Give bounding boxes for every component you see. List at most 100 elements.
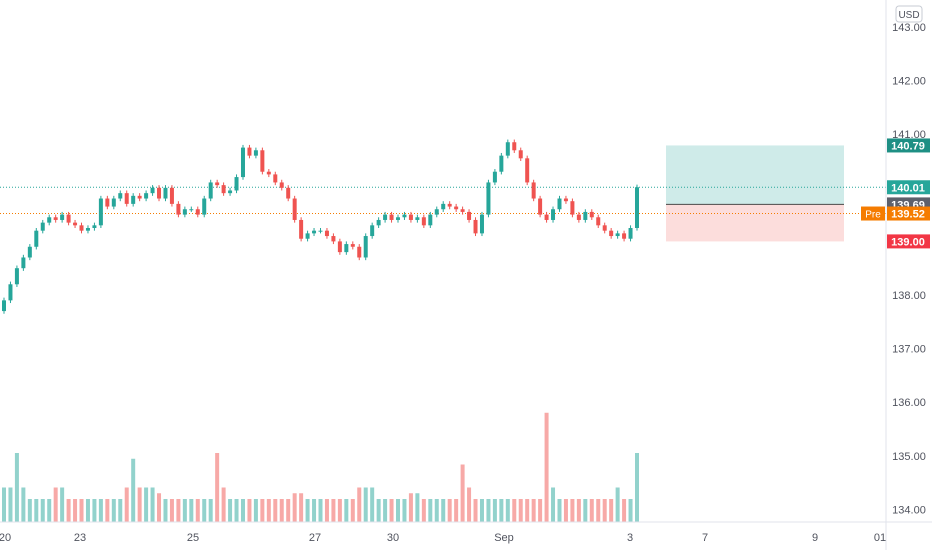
candle-body <box>602 225 607 231</box>
volume-bar <box>47 499 52 522</box>
candle-body <box>428 214 433 226</box>
candle-body <box>557 198 562 210</box>
volume-bar <box>34 499 39 522</box>
candle-body <box>324 230 329 237</box>
volume-bar <box>415 493 420 522</box>
take-profit-badge <box>887 138 930 153</box>
volume-bar <box>286 499 291 522</box>
volume-bar <box>357 487 362 522</box>
candle-body <box>518 150 523 159</box>
volume-bar <box>460 464 465 522</box>
candle-body <box>260 150 265 172</box>
x-tick-label: 9 <box>812 532 818 544</box>
candle-body <box>21 257 26 269</box>
y-tick-label: 135.00 <box>892 451 926 463</box>
volume-bar <box>292 493 297 522</box>
candle-body <box>499 155 504 172</box>
volume-bar <box>105 499 110 522</box>
candle-body <box>60 214 65 220</box>
candle-body <box>402 214 407 218</box>
volume-bar <box>208 499 213 522</box>
candle-body <box>286 187 291 199</box>
candle-body <box>2 300 6 312</box>
volume-bar <box>266 499 271 522</box>
candle-body <box>622 233 627 239</box>
stop-loss-label: 139.00 <box>891 236 925 248</box>
currency-badge[interactable]: USD <box>895 5 923 23</box>
candle-body <box>421 217 426 226</box>
volume-bar <box>454 499 459 522</box>
volume-bar <box>434 499 439 522</box>
candle-body <box>292 198 297 220</box>
volume-bar <box>182 499 187 522</box>
candle-body <box>234 177 239 191</box>
candle-body <box>253 150 258 156</box>
volume-bar <box>73 499 78 522</box>
y-tick-label: 143.00 <box>892 22 926 34</box>
volume-bar <box>428 499 433 522</box>
candle-body <box>467 211 472 220</box>
candle-body <box>551 209 556 220</box>
candle-body <box>53 217 58 220</box>
candle-body <box>544 214 549 220</box>
time-axis[interactable]: 20 23 25 27 30 Sep 3 7 9 01 <box>0 532 886 544</box>
x-tick-label: 20 <box>0 532 11 544</box>
pre-price-label: 139.52 <box>891 209 925 221</box>
volume-bar <box>408 493 413 522</box>
volume-bar <box>234 499 239 522</box>
volume-bar <box>253 499 258 522</box>
candle-body <box>228 190 233 194</box>
profit-zone[interactable] <box>666 145 844 205</box>
volume-bar <box>602 499 607 522</box>
candle-body <box>376 219 381 226</box>
volume-bar <box>344 499 349 522</box>
volume-bar <box>350 499 355 522</box>
volume-bar <box>563 499 568 522</box>
volume-bar <box>596 499 601 522</box>
candle-body <box>47 217 52 223</box>
candle-body <box>40 222 45 231</box>
candle-body <box>73 222 78 226</box>
candle-body <box>163 187 168 199</box>
x-tick-label: 25 <box>187 532 199 544</box>
candle-body <box>27 246 32 258</box>
volume-bar <box>589 499 594 522</box>
candle-body <box>118 193 123 199</box>
volume-bars <box>2 412 639 522</box>
candle-body <box>589 211 594 218</box>
loss-zone[interactable] <box>666 204 844 242</box>
x-tick-label: 3 <box>627 532 633 544</box>
volume-bar <box>221 487 226 522</box>
volume-bar <box>486 499 491 522</box>
position-tool[interactable] <box>666 145 844 242</box>
x-tick-label: 23 <box>74 532 86 544</box>
candle-body <box>505 142 510 156</box>
volume-bar <box>628 499 633 522</box>
candle-body <box>576 214 581 220</box>
volume-bar <box>518 499 523 522</box>
volume-bar <box>615 487 620 522</box>
candle-body <box>454 206 459 210</box>
volume-bar <box>202 499 207 522</box>
volume-bar <box>60 487 65 522</box>
candle-body <box>79 225 84 231</box>
candle-body <box>570 201 575 215</box>
x-tick-label: 7 <box>702 532 708 544</box>
volume-bar <box>531 499 536 522</box>
candle-body <box>473 219 478 234</box>
candle-body <box>408 214 413 220</box>
y-tick-label: 137.00 <box>892 344 926 356</box>
volume-bar <box>189 499 194 522</box>
candle-body <box>538 198 543 215</box>
y-tick-label: 138.00 <box>892 290 926 302</box>
price-lines <box>0 186 886 215</box>
candle-body <box>266 171 271 175</box>
volume-bar <box>622 499 627 522</box>
volume-bar <box>331 499 336 522</box>
candle-body <box>202 198 207 215</box>
candle-body <box>615 233 620 237</box>
candle-body <box>635 187 639 228</box>
